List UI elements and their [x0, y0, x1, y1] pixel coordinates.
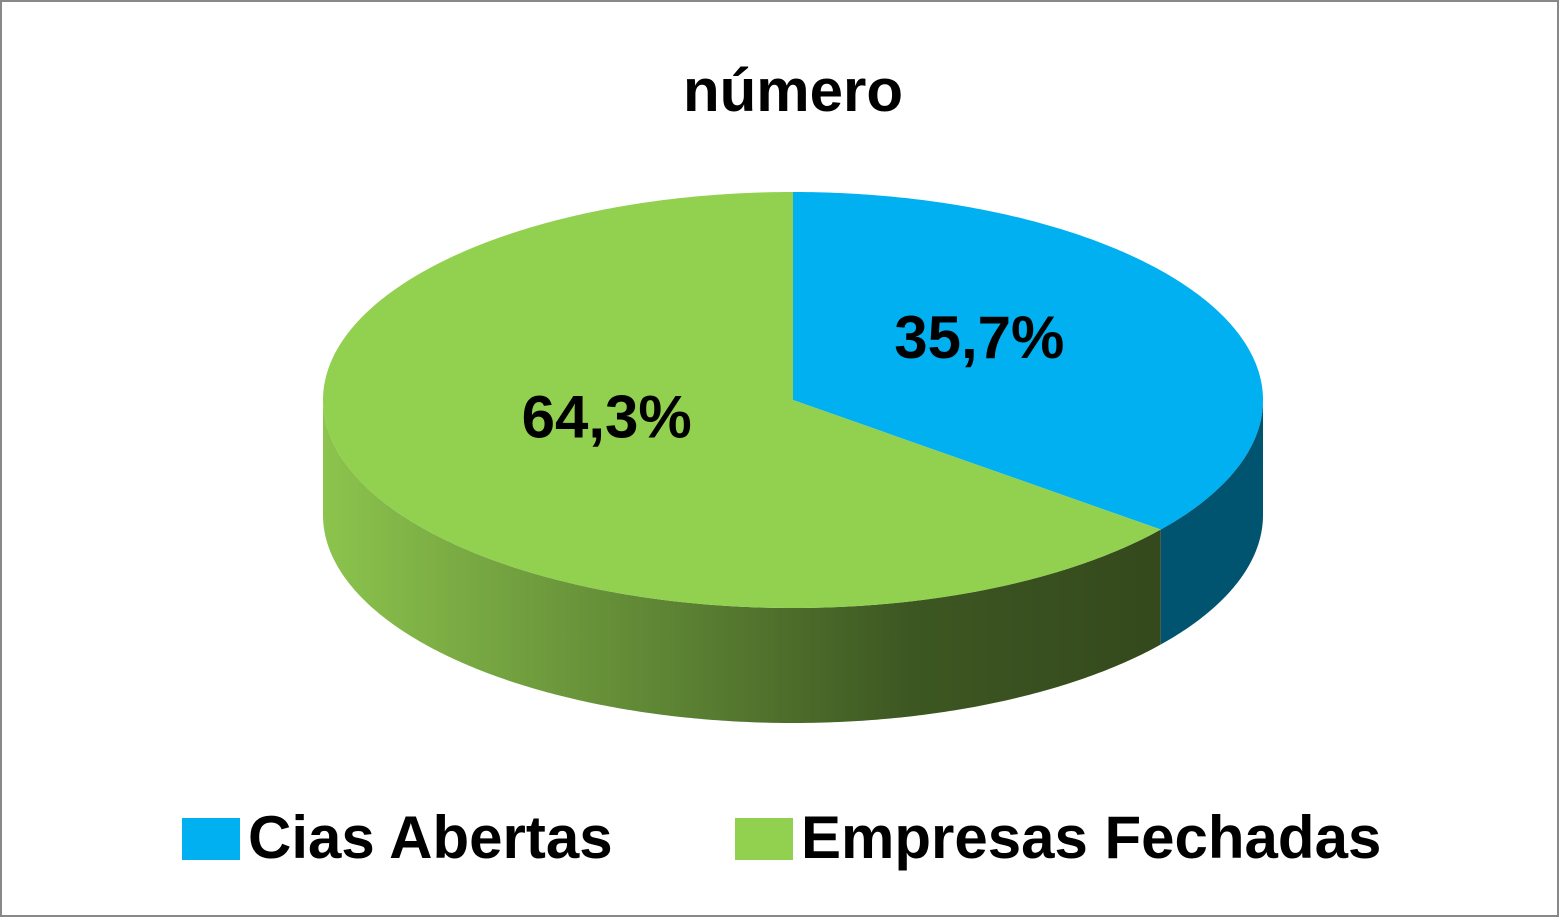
value-label: 35,7%: [894, 304, 1064, 371]
value-label: 64,3%: [522, 384, 692, 451]
legend-label: Empresas Fechadas: [801, 804, 1381, 871]
legend-label: Cias Abertas: [248, 804, 613, 871]
slice-side: [323, 400, 1161, 723]
legend-swatch: [182, 818, 240, 860]
slice-side: [1160, 400, 1263, 645]
slice: [323, 192, 1161, 608]
slice: [793, 192, 1263, 530]
legend-swatch: [735, 818, 793, 860]
chart-title: número: [683, 57, 903, 124]
